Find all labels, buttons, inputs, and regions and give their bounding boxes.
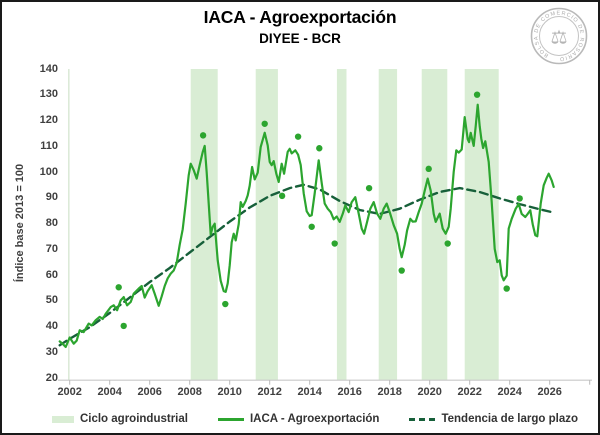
x-tick-label: 2008 [177, 386, 202, 398]
data-point-marker [425, 165, 432, 173]
y-tick-label: 40 [45, 320, 58, 333]
legend-label: Ciclo agroindustrial [79, 413, 188, 425]
data-point-marker [261, 120, 268, 127]
line-swatch-icon [217, 417, 244, 421]
cycle-band [255, 69, 278, 381]
x-tick-label: 2006 [137, 386, 162, 398]
legend-item-trend: Tendencia de largo plazo [409, 413, 578, 425]
chart-legend: Ciclo agroindustrial IACA - Agroexportac… [2, 413, 598, 425]
data-point-marker [222, 300, 229, 308]
data-point-marker [331, 240, 338, 247]
band-swatch-icon [51, 415, 74, 423]
cycle-band [336, 69, 347, 381]
x-tick-label: 2014 [297, 386, 322, 398]
iaca-line [58, 103, 555, 349]
data-point-marker [444, 240, 451, 247]
x-tick-label: 2024 [497, 386, 522, 398]
x-tick-label: 2022 [457, 386, 482, 398]
legend-label: Tendencia de largo plazo [441, 413, 579, 425]
data-point-marker [115, 284, 122, 291]
x-tick-label: 2010 [217, 386, 242, 398]
data-point-marker [294, 133, 302, 140]
data-point-marker [120, 322, 127, 330]
y-tick-label: 70 [45, 242, 58, 255]
cycle-band [378, 69, 398, 381]
chart-subtitle: DIYEE - BCR [259, 31, 341, 46]
scales-icon: ⚖ [550, 28, 567, 49]
data-point-marker [473, 91, 481, 98]
x-tick-label: 2018 [377, 386, 402, 398]
legend-item-iaca: IACA - Agroexportación [217, 413, 380, 425]
cycle-band [421, 69, 448, 381]
data-point-marker [308, 223, 315, 230]
y-tick-label: 120 [39, 114, 58, 127]
x-tick-label: 2012 [257, 386, 282, 398]
data-point-marker [199, 132, 207, 139]
y-tick-label: 140 [39, 62, 58, 75]
y-tick-label: 110 [40, 139, 58, 152]
y-tick-label: 80 [45, 217, 58, 230]
legend-item-cycle: Ciclo agroindustrial [51, 413, 188, 425]
legend-label: IACA - Agroexportación [249, 413, 380, 425]
data-point-marker [503, 285, 510, 292]
y-tick-label: 60 [45, 268, 58, 281]
x-tick-label: 2026 [537, 386, 562, 398]
y-tick-label: 130 [39, 88, 58, 101]
y-tick-label: 100 [39, 165, 58, 178]
data-point-marker [278, 192, 286, 200]
page-title: IACA - Agroexportación [203, 7, 397, 27]
data-point-marker [365, 184, 373, 192]
data-point-marker [516, 195, 523, 202]
x-tick-label: 2020 [417, 386, 442, 398]
y-tick-label: 90 [45, 191, 58, 204]
y-tick-label: 20 [45, 371, 58, 384]
y-tick-label: 50 [45, 294, 58, 307]
x-tick-label: 2016 [337, 386, 362, 398]
bcr-logo-seal: BOLSA DE COMERCIO DE ROSARIO ⚖ [530, 7, 588, 65]
x-tick-label: 2004 [97, 386, 122, 398]
data-point-marker [316, 145, 323, 152]
y-axis-title: Índice base 2013 = 100 [14, 163, 26, 283]
data-point-marker [398, 267, 405, 274]
y-tick-label: 30 [45, 345, 58, 358]
dashed-swatch-icon [409, 417, 436, 421]
x-tick-label: 2002 [57, 386, 82, 398]
